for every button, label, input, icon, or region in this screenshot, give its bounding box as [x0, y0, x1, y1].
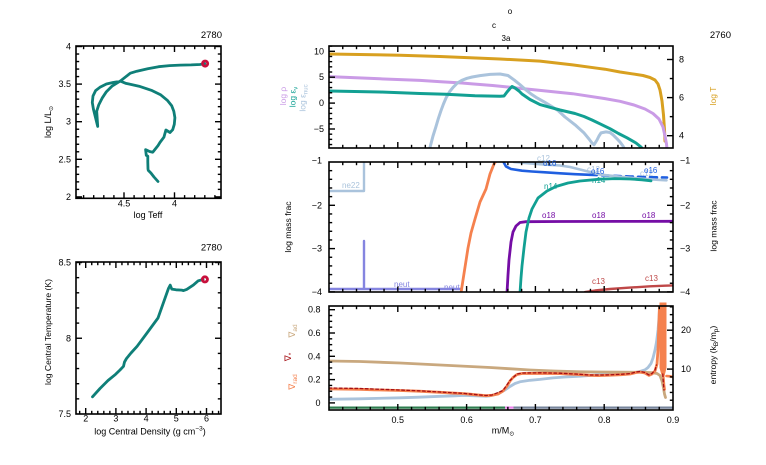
svg-text:−1: −1 [312, 156, 322, 166]
svg-text:2780: 2780 [201, 243, 222, 254]
svg-text:−4: −4 [312, 287, 322, 297]
svg-text:ne22: ne22 [342, 181, 360, 190]
svg-text:log mass frac: log mass frac [709, 200, 719, 252]
svg-text:0.6: 0.6 [308, 328, 321, 338]
svg-text:−2: −2 [312, 200, 322, 210]
svg-text:n14: n14 [544, 182, 558, 191]
svg-text:neut: neut [394, 280, 410, 289]
svg-text:0.8: 0.8 [308, 305, 321, 315]
svg-text:c12: c12 [587, 165, 600, 174]
svg-text:3.5: 3.5 [58, 79, 71, 89]
svg-text:2: 2 [83, 414, 88, 424]
svg-text:o16: o16 [543, 159, 557, 168]
svg-text:−2: −2 [680, 200, 690, 210]
svg-text:−3: −3 [312, 244, 322, 254]
svg-text:3: 3 [113, 414, 118, 424]
svg-text:log L/L⊙: log L/L⊙ [43, 106, 55, 138]
svg-text:10: 10 [314, 46, 324, 56]
svg-text:7.5: 7.5 [58, 409, 71, 419]
svg-text:n14: n14 [592, 176, 606, 185]
svg-text:0.8: 0.8 [598, 415, 611, 425]
svg-text:−5: −5 [314, 124, 324, 134]
svg-text:20: 20 [681, 325, 691, 335]
svg-text:3a: 3a [502, 34, 511, 43]
svg-text:−4: −4 [680, 287, 690, 297]
svg-text:c: c [492, 21, 496, 30]
svg-text:o18: o18 [642, 211, 656, 220]
svg-text:o16: o16 [644, 166, 658, 175]
svg-text:log Teff: log Teff [134, 210, 163, 220]
svg-text:c13: c13 [592, 277, 605, 286]
svg-text:4: 4 [144, 414, 149, 424]
svg-text:log Central Density (g cm−3): log Central Density (g cm−3) [94, 426, 205, 437]
svg-text:o18: o18 [592, 211, 606, 220]
svg-text:entropy (kB/mp): entropy (kB/mp) [708, 326, 720, 385]
svg-text:2: 2 [66, 192, 71, 202]
svg-text:8.5: 8.5 [58, 258, 71, 268]
svg-text:o18: o18 [542, 211, 556, 220]
svg-text:−3: −3 [680, 244, 690, 254]
svg-text:log εν: log εν [288, 87, 300, 108]
svg-text:−1: −1 [680, 156, 690, 166]
svg-text:2760: 2760 [710, 30, 731, 41]
svg-text:0.6: 0.6 [460, 415, 473, 425]
svg-text:4.5: 4.5 [118, 199, 131, 209]
svg-text:log T: log T [708, 87, 718, 106]
svg-text:8: 8 [66, 333, 71, 343]
svg-text:6: 6 [204, 414, 209, 424]
svg-text:6: 6 [679, 93, 684, 103]
svg-text:8: 8 [679, 55, 684, 65]
svg-text:3: 3 [66, 117, 71, 127]
svg-text:∇*: ∇* [283, 352, 295, 362]
svg-text:0: 0 [319, 98, 324, 108]
svg-text:0.2: 0.2 [308, 375, 321, 385]
svg-text:neut: neut [444, 283, 460, 292]
svg-text:c13: c13 [645, 274, 658, 283]
svg-text:0.9: 0.9 [667, 415, 680, 425]
svg-text:2.5: 2.5 [58, 154, 71, 164]
svg-text:c12: c12 [537, 154, 550, 163]
svg-text:0.5: 0.5 [392, 415, 405, 425]
svg-text:c12: c12 [640, 169, 653, 178]
svg-text:5: 5 [174, 414, 179, 424]
svg-text:o16: o16 [591, 167, 605, 176]
svg-text:4: 4 [172, 199, 177, 209]
svg-text:log ρ: log ρ [278, 87, 288, 106]
svg-text:5: 5 [319, 72, 324, 82]
svg-text:10: 10 [681, 364, 691, 374]
svg-text:4: 4 [679, 131, 684, 141]
svg-text:0.7: 0.7 [529, 415, 542, 425]
svg-text:m/M⊙: m/M⊙ [492, 426, 515, 438]
svg-text:0: 0 [315, 398, 320, 408]
svg-text:o: o [508, 7, 513, 16]
svg-text:log mass frac: log mass frac [283, 201, 293, 253]
svg-text:4: 4 [66, 42, 71, 52]
svg-text:0.4: 0.4 [308, 351, 321, 361]
svg-text:2780: 2780 [201, 30, 222, 41]
svg-text:log Central Temperature (K): log Central Temperature (K) [43, 279, 53, 385]
